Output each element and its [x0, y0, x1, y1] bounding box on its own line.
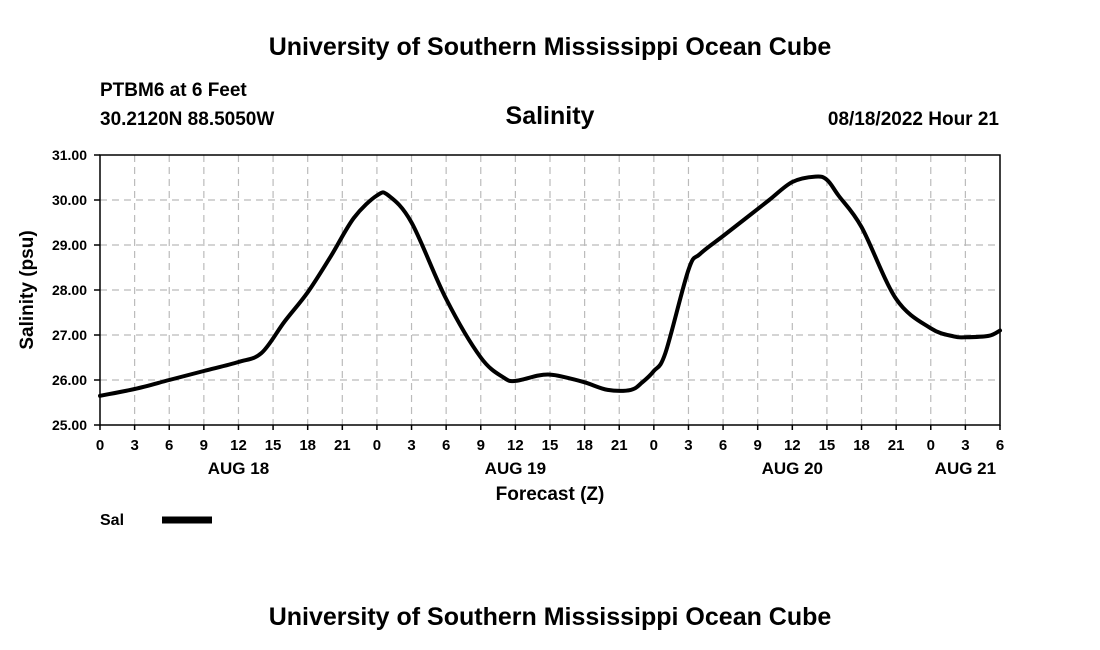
x-tick-label: 9	[754, 437, 762, 454]
x-tick-label: 9	[200, 437, 208, 454]
y-tick-label: 26.00	[52, 372, 87, 388]
station-coordinates: 30.2120N 88.5050W	[100, 109, 274, 130]
x-tick-label: 12	[507, 437, 524, 454]
x-tick-label: 6	[996, 437, 1004, 454]
x-tick-label: 0	[373, 437, 381, 454]
plot-frame	[99, 154, 1001, 426]
chart-title: Salinity	[506, 102, 595, 130]
x-tick-label: 3	[684, 437, 692, 454]
x-tick-label: 15	[542, 437, 559, 454]
grid-lines	[100, 155, 1000, 425]
day-label: AUG 19	[485, 459, 546, 478]
y-tick-label: 30.00	[52, 192, 87, 208]
x-tick-label: 21	[888, 437, 905, 454]
x-tick-label: 3	[407, 437, 415, 454]
x-tick-label: 3	[961, 437, 969, 454]
y-tick-label: 28.00	[52, 282, 87, 298]
forecast-datetime: 08/18/2022 Hour 21	[828, 109, 1000, 130]
x-tick-label: 21	[611, 437, 628, 454]
x-tick-label: 0	[96, 437, 104, 454]
day-labels: AUG 18 AUG 19 AUG 20 AUG 21	[208, 459, 996, 478]
x-tick-label: 6	[165, 437, 173, 454]
x-tick-label: 12	[784, 437, 801, 454]
x-axis-ticks: 0 3 6 9 12 15 18 21 0 3 6 9 12 15 18 21 0 3 6 9 12 15 18 21 0 3 6	[96, 425, 1004, 454]
day-label: AUG 21	[935, 459, 996, 478]
x-tick-label: 15	[265, 437, 282, 454]
y-axis-title: Salinity (psu)	[17, 230, 38, 349]
x-tick-label: 18	[853, 437, 870, 454]
station-label: PTBM6 at 6 Feet	[100, 80, 247, 101]
salinity-series-line	[98, 174, 1002, 398]
x-tick-label: 15	[819, 437, 836, 454]
y-tick-label: 27.00	[52, 327, 87, 343]
page-title: University of Southern Mississippi Ocean…	[269, 33, 832, 61]
y-tick-label: 31.00	[52, 147, 87, 163]
x-tick-label: 9	[477, 437, 485, 454]
x-tick-label: 21	[334, 437, 351, 454]
x-tick-label: 3	[130, 437, 138, 454]
x-axis-title: Forecast (Z)	[496, 484, 605, 505]
x-tick-label: 6	[442, 437, 450, 454]
footer-title: University of Southern Mississippi Ocean…	[269, 603, 832, 631]
y-tick-label: 25.00	[52, 417, 87, 433]
x-tick-label: 18	[576, 437, 593, 454]
y-tick-label: 29.00	[52, 237, 87, 253]
y-axis-ticks: 25.00 26.00 27.00 28.00 29.00 30.00 31.00	[52, 147, 100, 433]
legend-label: Sal	[100, 512, 124, 529]
day-label: AUG 18	[208, 459, 269, 478]
x-tick-label: 18	[299, 437, 316, 454]
x-tick-label: 0	[650, 437, 658, 454]
x-tick-label: 6	[719, 437, 727, 454]
x-tick-label: 0	[927, 437, 935, 454]
x-tick-label: 12	[230, 437, 247, 454]
day-label: AUG 20	[762, 459, 823, 478]
